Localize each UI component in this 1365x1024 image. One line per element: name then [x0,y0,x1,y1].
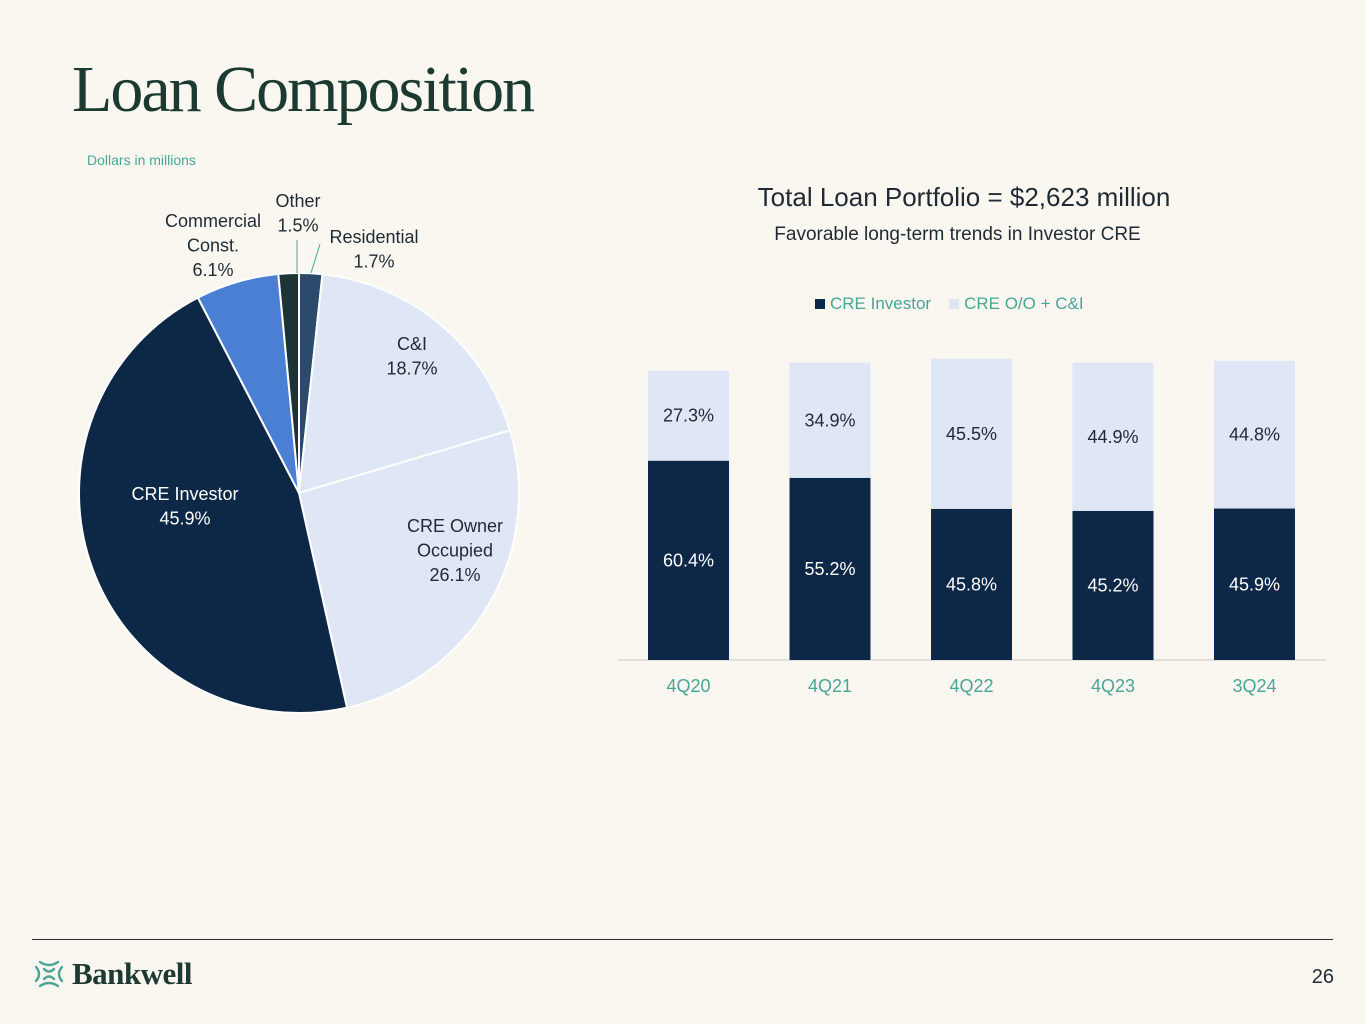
pie-label-line: Residential [329,227,418,247]
pie-label-line: C&I [397,334,427,354]
pie-label-line: 1.7% [353,252,394,272]
pie-label-line: Occupied [417,541,493,561]
pie-label-cre-owner-occupied: CRE Owner Occupied 26.1% [407,516,503,585]
x-tick-4q21: 4Q21 [808,676,852,696]
pie-label-residential: Residential 1.7% [329,227,418,272]
pie-label-line: 18.7% [386,359,437,379]
pie-slice-cre-owner-occupied [297,429,520,709]
stacked-bar-chart: 60.4% 27.3% 4Q20 55.2% 34.9% 4Q21 45.8% 45.5% 4Q… [618,358,1326,696]
bar-label-cre-investor-4q22: 45.8% [946,574,997,594]
x-tick-3q24: 3Q24 [1232,676,1276,696]
bar-label-cre-o-o-c-i-3q24: 44.8% [1229,425,1280,445]
bar-label-cre-o-o-c-i-4q22: 45.5% [946,424,997,444]
pie-slice-cre-investor [78,296,349,715]
x-tick-4q20: 4Q20 [666,676,710,696]
pie-label-line: 26.1% [429,565,480,585]
bar-cre-o-o-c-i-4q21 [789,362,871,478]
page-title: Loan Composition [72,53,535,126]
bar-cre-investor-4q23 [1072,510,1154,660]
pie-label-line: CRE Owner [407,516,503,536]
pie-label-line: 6.1% [192,260,233,280]
page-number: 26 [1311,966,1334,988]
pie-label-other: Other 1.5% [275,191,320,236]
bar-cre-investor-4q22 [931,508,1012,660]
bar-label-cre-o-o-c-i-4q23: 44.9% [1087,427,1138,447]
legend-label-cre-oo-ci: CRE O/O + C&I [964,294,1084,313]
legend-swatch-cre-investor [815,299,825,309]
bar-cre-investor-3q24 [1214,508,1295,660]
pie-label-cre-investor: CRE Investor 45.9% [131,484,238,529]
brand-name: Bankwell [72,956,193,991]
bar-chart-legend: CRE Investor CRE O/O + C&I [815,294,1084,314]
bar-cre-o-o-c-i-4q20 [648,370,729,461]
pie-label-c-i: C&I 18.7% [386,334,437,379]
bar-cre-o-o-c-i-4q22 [931,358,1012,509]
pie-slice-c-i [297,273,512,495]
footer-divider [32,939,1333,940]
pie-label-line: Commercial [165,211,261,231]
pie-chart: Residential 1.7% C&I 18.7% CRE Owner Occupied… [78,191,520,715]
pie-label-line: Const. [187,236,239,256]
legend-item-cre-investor: CRE Investor [815,294,931,314]
bar-cre-o-o-c-i-3q24 [1214,360,1295,509]
leader-line-residential [310,243,321,274]
bar-cre-investor-4q20 [648,460,729,660]
x-tick-4q23: 4Q23 [1091,676,1135,696]
pie-label-line: CRE Investor [131,484,238,504]
bar-label-cre-investor-4q21: 55.2% [804,559,855,579]
units-note: Dollars in millions [87,152,196,168]
bar-cre-investor-4q21 [789,477,871,660]
bankwell-mark-icon [34,960,64,988]
pie-label-commercial-const: Commercial Const. 6.1% [165,211,261,280]
legend-label-cre-investor: CRE Investor [830,294,932,313]
pie-label-line: Other [275,191,320,211]
bar-chart-title: Total Loan Portfolio = $2,623 million [757,182,1171,212]
pie-slice-other [277,271,300,494]
bar-label-cre-o-o-c-i-4q20: 27.3% [663,406,714,426]
brand-logo: Bankwell [34,956,193,992]
pie-label-line: 1.5% [277,216,318,236]
bar-label-cre-o-o-c-i-4q21: 34.9% [804,410,855,430]
x-tick-4q22: 4Q22 [949,676,993,696]
bar-label-cre-investor-3q24: 45.9% [1229,574,1280,594]
legend-item-cre-oo-ci: CRE O/O + C&I [949,294,1084,314]
bar-label-cre-investor-4q20: 60.4% [663,550,714,570]
bar-chart-subtitle: Favorable long-term trends in Investor C… [774,224,1141,245]
pie-label-line: 45.9% [159,509,210,529]
bar-label-cre-investor-4q23: 45.2% [1087,575,1138,595]
bar-cre-o-o-c-i-4q23 [1072,362,1154,511]
legend-swatch-cre-oo-ci [949,299,960,309]
